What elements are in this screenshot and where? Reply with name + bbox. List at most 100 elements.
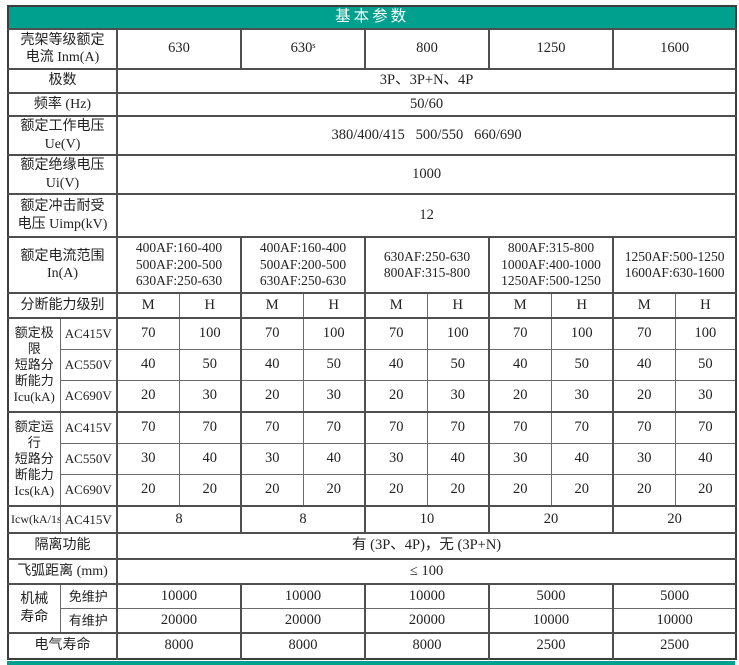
icu-cell: 40 (488, 349, 552, 381)
row-label-arc-distance: 飞弧距离 (mm) (7, 558, 118, 585)
in-range-1250: 800AF:315-800 1000AF:400-1000 1250AF:500… (488, 236, 614, 294)
row-impulse-withstand-voltage: 额定冲击耐受 电压 Uimp(kV) 12 (7, 193, 737, 238)
row-label-icu: 额定极限 短路分 断能力 Icu(kA) (7, 317, 61, 413)
icu-cell: 20 (116, 380, 180, 413)
row-label-poles: 极数 (7, 68, 118, 94)
row-ics-ac550v: AC550V 30 40 30 40 30 40 30 40 30 40 (8, 443, 737, 475)
elec-630: 8000 (116, 632, 242, 660)
row-arc-distance: 飞弧距离 (mm) ≤ 100 (7, 558, 737, 585)
row-label-ui: 额定绝缘电压 Ui(V) (7, 154, 118, 195)
row-label-ue: 额定工作电压 Ue(V) (7, 115, 118, 156)
row-icu-ac550v: AC550V 40 50 40 50 40 50 40 50 40 50 (8, 349, 737, 381)
row-label-frame-rating: 壳架等级额定 电流 Inm(A) (7, 28, 118, 70)
isolation-value: 有 (3P、4P)，无 (3P+N) (115, 532, 737, 560)
ics-cell: 30 (488, 443, 552, 475)
ics-cell: 40 (426, 443, 490, 475)
row-label-uimp: 额定冲击耐受 电压 Uimp(kV) (7, 193, 118, 238)
mech-maint-1250: 10000 (488, 608, 614, 634)
icu-cell: 20 (364, 380, 428, 413)
mech-free-800: 10000 (364, 583, 490, 609)
row-electrical-life: 电气寿命 8000 8000 8000 2500 2500 (7, 632, 737, 660)
elec-630s: 8000 (240, 632, 366, 660)
row-icu-ac690v: AC690V 20 30 20 30 20 30 20 30 20 30 (8, 380, 737, 413)
row-label-icw: Icw(kA/1s) (7, 505, 61, 534)
ics-cell: 20 (612, 474, 676, 507)
icu-sub-ac550v: AC550V (59, 349, 118, 381)
row-breaking-class: 分断能力级别 M H M H M H M H M H (7, 292, 737, 319)
frame-1600: 1600 (611, 28, 737, 70)
ics-cell: 20 (302, 474, 366, 507)
row-label-in-range: 额定电流范围 In(A) (7, 236, 118, 294)
ics-cell: 30 (116, 443, 180, 475)
in-range-800: 630AF:250-630 800AF:315-800 (364, 236, 490, 294)
mech-maint-1600: 10000 (611, 608, 737, 634)
icu-sub-ac690v: AC690V (59, 380, 118, 413)
ics-cell: 70 (302, 411, 366, 444)
poles-value: 3P、3P+N、4P (115, 68, 737, 94)
mech-sub-maintenance-free: 免维护 (59, 583, 118, 609)
row-label-electrical-life: 电气寿命 (7, 632, 118, 660)
ics-sub-ac415v: AC415V (59, 411, 118, 444)
icu-cell: 20 (488, 380, 552, 413)
icu-cell: 30 (178, 380, 242, 413)
row-ics-ac690v: AC690V 20 20 20 20 20 20 20 20 20 20 (8, 474, 737, 507)
frame-800: 800 (364, 28, 490, 70)
class-cell: M (116, 292, 180, 319)
ics-cell: 40 (674, 443, 737, 475)
mech-sub-with-maintenance: 有维护 (59, 608, 118, 634)
row-mech-life-maintenance-free: 机械 寿命 免维护 10000 10000 10000 5000 5000 (7, 583, 737, 634)
class-cell: H (178, 292, 242, 319)
row-label-frequency: 频率 (Hz) (7, 92, 118, 117)
class-cell: M (364, 292, 428, 319)
icu-cell: 100 (302, 317, 366, 350)
ics-cell: 30 (364, 443, 428, 475)
ics-cell: 70 (674, 411, 737, 444)
mech-maint-800: 20000 (364, 608, 490, 634)
ics-cell: 70 (550, 411, 614, 444)
mech-maint-630s: 20000 (240, 608, 366, 634)
row-rated-insulation-voltage: 额定绝缘电压 Ui(V) 1000 (7, 154, 737, 195)
ue-value: 380/400/415 500/550 660/690 (115, 115, 737, 156)
icu-cell: 70 (116, 317, 180, 350)
icu-cell: 40 (612, 349, 676, 381)
ics-sub-ac690v: AC690V (59, 474, 118, 507)
icw-1250: 20 (488, 505, 614, 534)
row-isolation: 隔离功能 有 (3P、4P)，无 (3P+N) (7, 532, 737, 560)
row-rated-working-voltage: 额定工作电压 Ue(V) 380/400/415 500/550 660/690 (7, 115, 737, 156)
row-label-isolation: 隔离功能 (7, 532, 118, 560)
icu-cell: 50 (302, 349, 366, 381)
icu-cell: 100 (550, 317, 614, 350)
frame-630: 630 (116, 28, 242, 70)
ics-cell: 70 (426, 411, 490, 444)
ics-cell: 20 (488, 474, 552, 507)
icu-cell: 40 (240, 349, 304, 381)
row-mech-life-with-maintenance: 有维护 20000 20000 20000 10000 10000 (8, 608, 737, 634)
frame-630s: 630ˢ (240, 28, 366, 70)
icu-cell: 30 (674, 380, 737, 413)
ics-cell: 20 (116, 474, 180, 507)
icw-630: 8 (116, 505, 242, 534)
icu-cell: 100 (674, 317, 737, 350)
class-cell: H (426, 292, 490, 319)
ics-cell: 20 (674, 474, 737, 507)
mech-free-1600: 5000 (611, 583, 737, 609)
icu-sub-ac415v: AC415V (59, 317, 118, 350)
class-cell: H (674, 292, 737, 319)
mech-free-630s: 10000 (240, 583, 366, 609)
table-bottom-accent-bar (7, 661, 735, 665)
ics-cell: 70 (116, 411, 180, 444)
row-icu-ac415v: 额定极限 短路分 断能力 Icu(kA) AC415V 70 100 70 10… (7, 317, 737, 413)
icu-cell: 30 (302, 380, 366, 413)
in-range-630: 400AF:160-400 500AF:200-500 630AF:250-63… (116, 236, 242, 294)
icu-cell: 40 (116, 349, 180, 381)
row-label-breaking-class: 分断能力级别 (7, 292, 118, 319)
ics-cell: 40 (178, 443, 242, 475)
class-cell: M (240, 292, 304, 319)
row-label-ics: 额定运行 短路分 断能力 Ics(kA) (7, 411, 61, 507)
ics-cell: 20 (550, 474, 614, 507)
ics-cell: 20 (426, 474, 490, 507)
row-frequency: 频率 (Hz) 50/60 (7, 92, 737, 117)
ics-cell: 30 (612, 443, 676, 475)
elec-800: 8000 (364, 632, 490, 660)
icu-cell: 50 (426, 349, 490, 381)
